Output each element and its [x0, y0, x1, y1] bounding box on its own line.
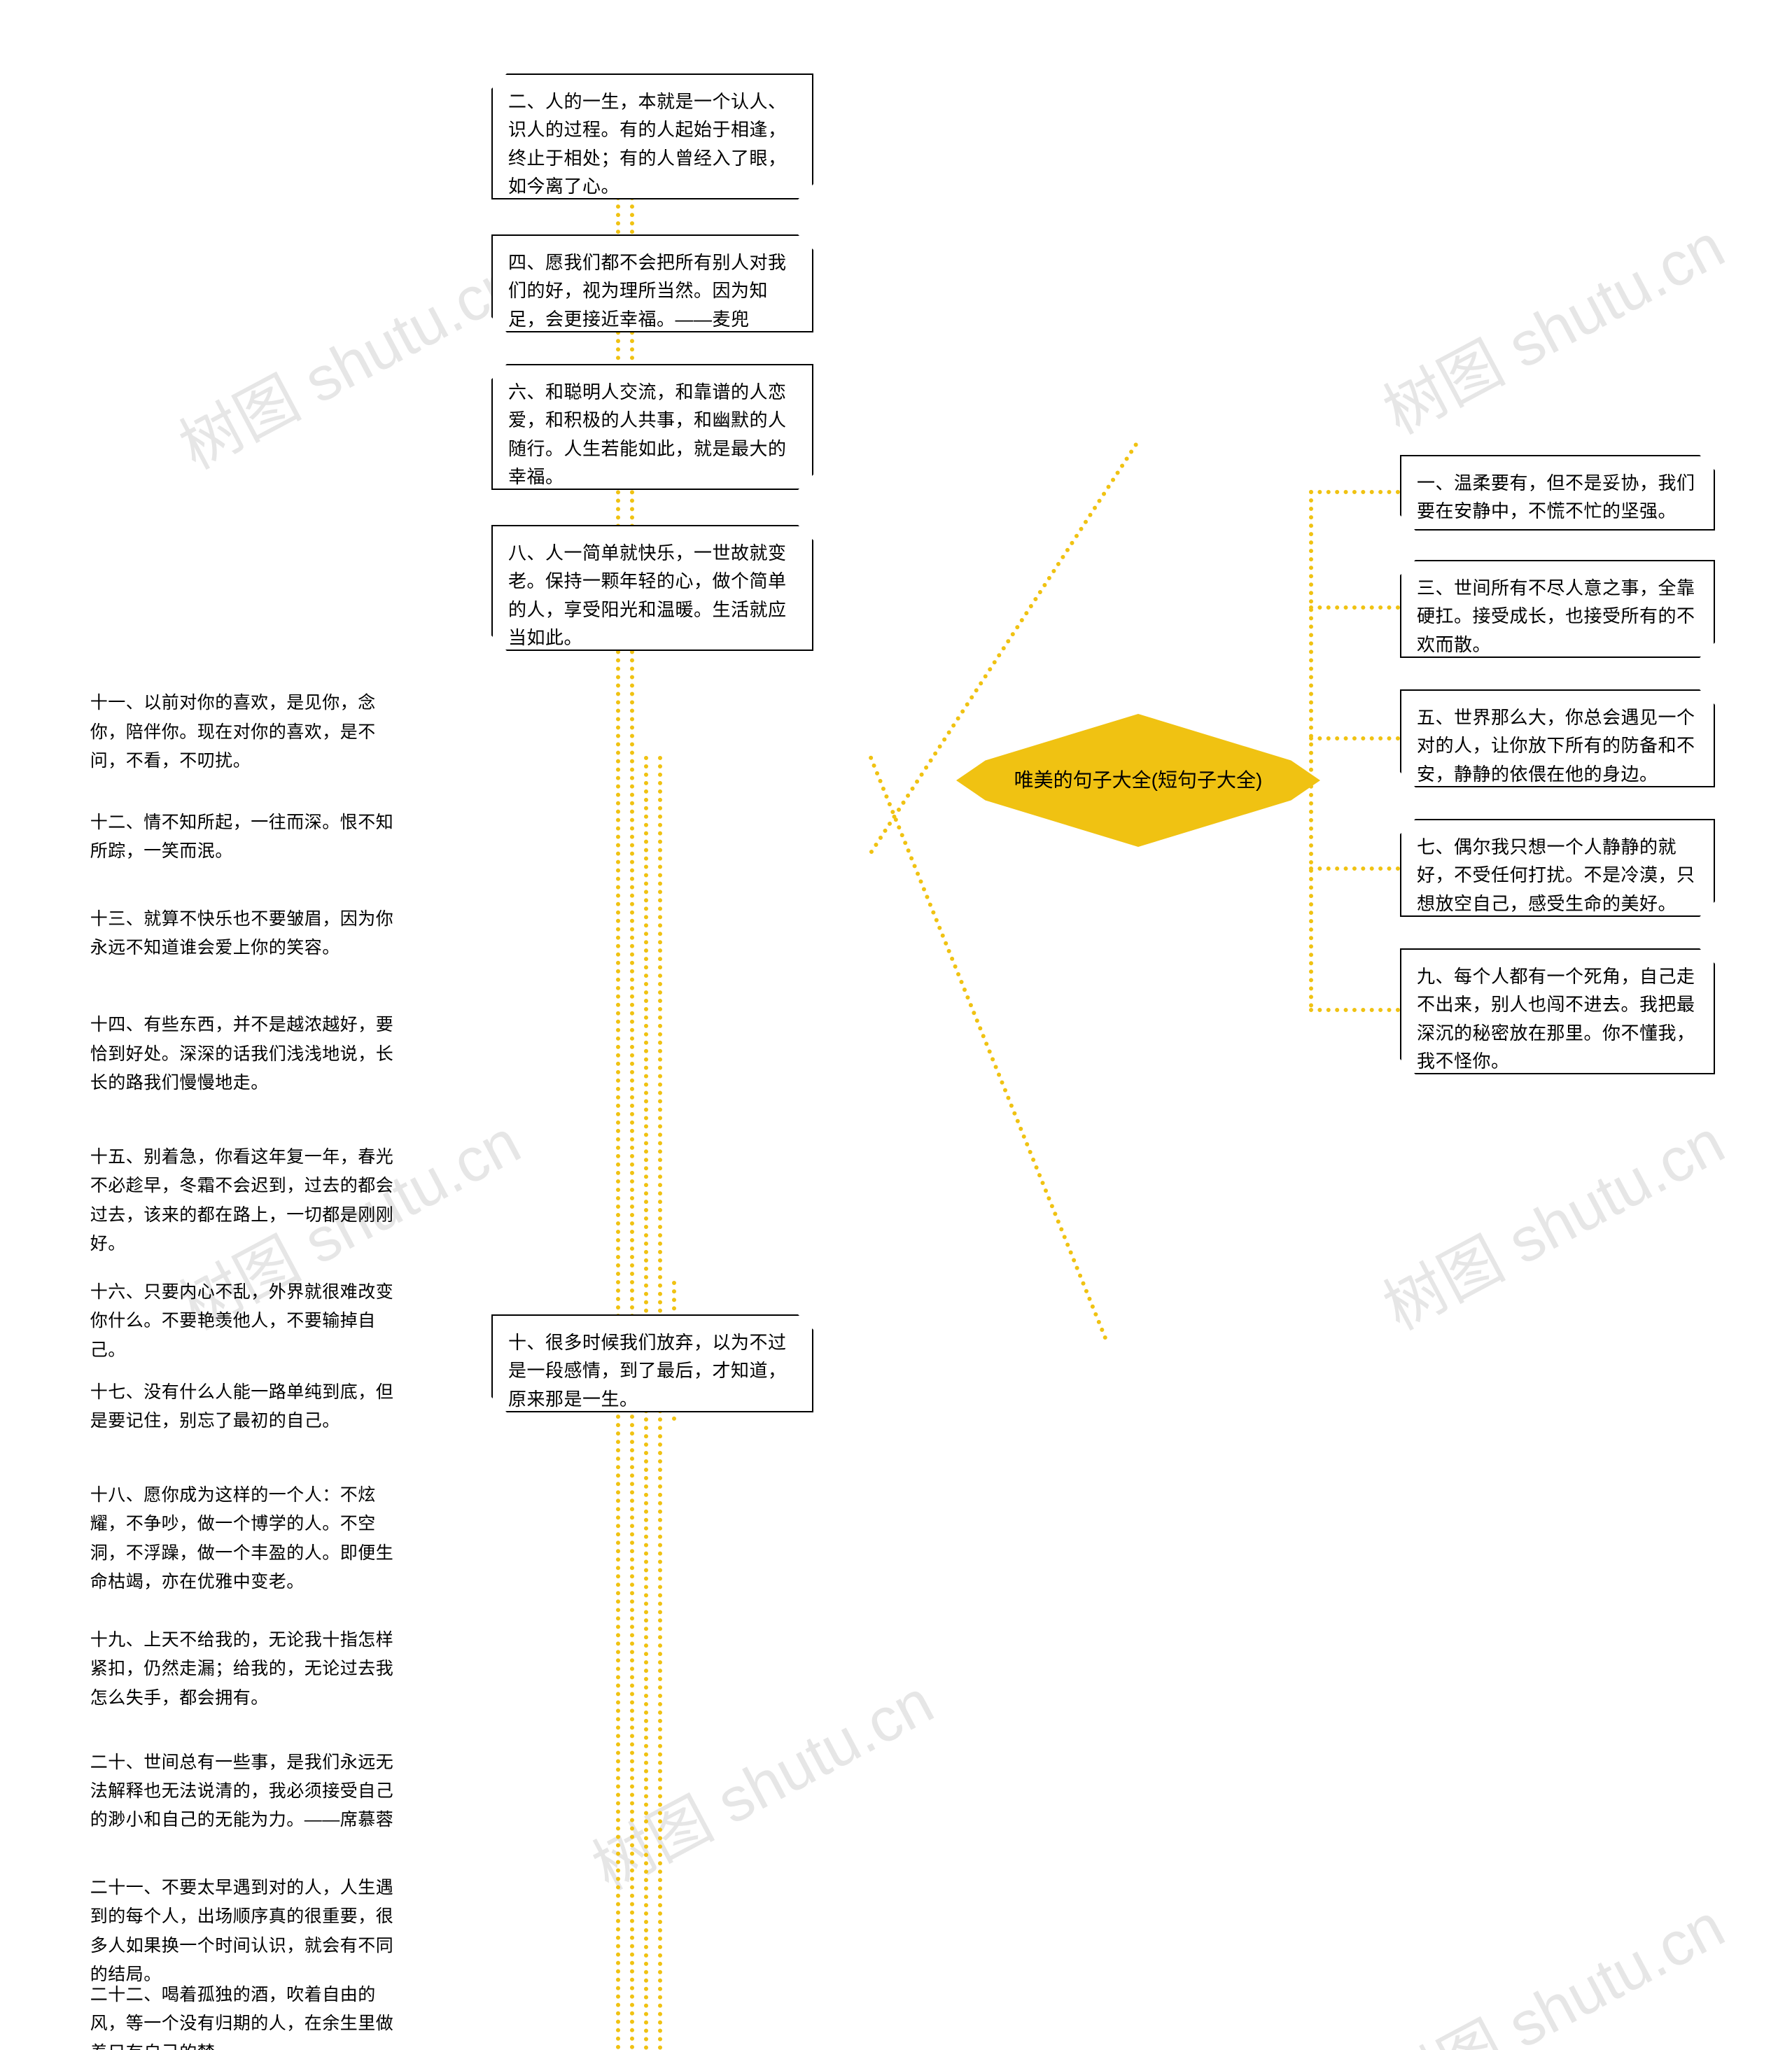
mindmap-node[interactable]: 二、人的一生，本就是一个认人、识人的过程。有的人起始于相逢，终止于相处；有的人曾…	[491, 73, 813, 199]
mindmap-node[interactable]: 三、世间所有不尽人意之事，全靠硬扛。接受成长，也接受所有的不欢而散。	[1400, 560, 1715, 658]
connector	[1309, 490, 1400, 494]
mindmap-text-node[interactable]: 十九、上天不给我的，无论我十指怎样紧扣，仍然走漏；给我的，无论过去我怎么失手，都…	[90, 1626, 400, 1713]
mindmap-canvas: 树图 shutu.cn 树图 shutu.cn 树图 shutu.cn 树图 s…	[0, 0, 1792, 2050]
mindmap-text-node[interactable]: 二十一、不要太早遇到对的人，人生遇到的每个人，出场顺序真的很重要，很多人如果换一…	[90, 1874, 400, 1989]
connector	[1309, 605, 1400, 610]
mindmap-node[interactable]: 一、温柔要有，但不是妥协，我们要在安静中，不慌不忙的坚强。	[1400, 455, 1715, 531]
mindmap-node[interactable]: 八、人一简单就快乐，一世故就变老。保持一颗年轻的心，做个简单的人，享受阳光和温暖…	[491, 525, 813, 651]
mindmap-node[interactable]: 五、世界那么大，你总会遇见一个对的人，让你放下所有的防备和不安，静静的依偎在他的…	[1400, 689, 1715, 787]
watermark: 树图 shutu.cn	[162, 232, 533, 486]
mindmap-text-node[interactable]: 十二、情不知所起，一往而深。恨不知所踪，一笑而泯。	[90, 808, 400, 866]
mindmap-node[interactable]: 四、愿我们都不会把所有别人对我们的好，视为理所当然。因为知足，会更接近幸福。——…	[491, 234, 813, 332]
mindmap-text-node[interactable]: 十五、别着急，你看这年复一年，春光不必趁早，冬霜不会迟到，过去的都会过去，该来的…	[90, 1143, 400, 1258]
watermark: 树图 shutu.cn	[1366, 197, 1737, 451]
watermark: 树图 shutu.cn	[1366, 1877, 1737, 2050]
mindmap-text-node[interactable]: 十四、有些东西，并不是越浓越好，要恰到好处。深深的话我们浅浅地说，长长的路我们慢…	[90, 1011, 400, 1097]
mindmap-node[interactable]: 七、偶尔我只想一个人静静的就好，不受任何打扰。不是冷漠，只想放空自己，感受生命的…	[1400, 819, 1715, 917]
mindmap-text-node[interactable]: 二十二、喝着孤独的酒，吹着自由的风，等一个没有归期的人，在余生里做着只有自己的梦…	[90, 1981, 400, 2050]
center-node-label: 唯美的句子大全(短句子大全)	[1014, 766, 1263, 794]
mindmap-text-node[interactable]: 十一、以前对你的喜欢，是见你，念你，陪伴你。现在对你的喜欢，是不问，不看，不叨扰…	[90, 689, 400, 775]
center-node-diamond[interactable]: 唯美的句子大全(短句子大全)	[956, 714, 1320, 847]
connector	[1309, 490, 1313, 1008]
connector	[1309, 736, 1400, 740]
mindmap-text-node[interactable]: 十六、只要内心不乱，外界就很难改变你什么。不要艳羡他人，不要输掉自己。	[90, 1278, 400, 1365]
connector	[1309, 866, 1400, 871]
mindmap-text-node[interactable]: 十三、就算不快乐也不要皱眉，因为你永远不知道谁会爱上你的笑容。	[90, 905, 400, 963]
mindmap-text-node[interactable]: 二十、世间总有一些事，是我们永远无法解释也无法说清的，我必须接受自己的渺小和自己…	[90, 1748, 400, 1835]
mindmap-text-node[interactable]: 十七、没有什么人能一路单纯到底，但是要记住，别忘了最初的自己。	[90, 1378, 400, 1436]
mindmap-node[interactable]: 九、每个人都有一个死角，自己走不出来，别人也闯不进去。我把最深沉的秘密放在那里。…	[1400, 948, 1715, 1074]
watermark: 树图 shutu.cn	[1366, 1093, 1737, 1347]
mindmap-text-node[interactable]: 十八、愿你成为这样的一个人：不炫耀，不争吵，做一个博学的人。不空洞，不浮躁，做一…	[90, 1481, 400, 1596]
mindmap-node[interactable]: 十、很多时候我们放弃，以为不过是一段感情，到了最后，才知道，原来那是一生。	[491, 1314, 813, 1412]
mindmap-node[interactable]: 六、和聪明人交流，和靠谱的人恋爱，和积极的人共事，和幽默的人随行。人生若能如此，…	[491, 364, 813, 490]
connector	[1309, 1008, 1400, 1012]
connector	[868, 755, 1108, 1341]
